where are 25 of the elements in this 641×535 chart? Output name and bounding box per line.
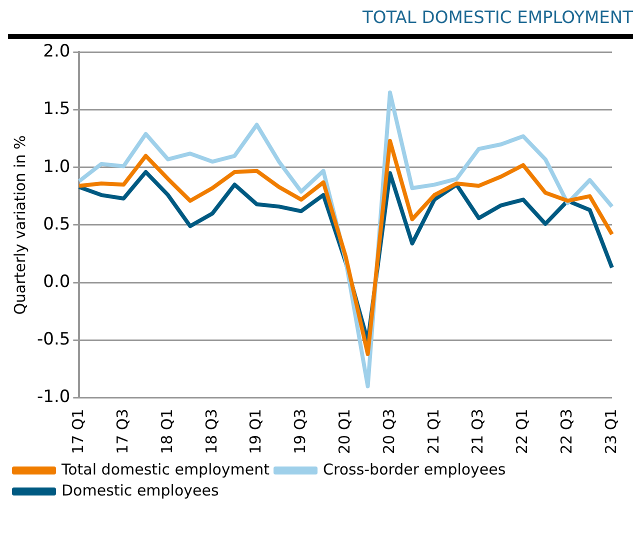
x-tick-label: 22 Q3 bbox=[557, 408, 576, 454]
x-tick-label: 21 Q3 bbox=[468, 408, 487, 454]
y-tick-label: -1.0 bbox=[37, 387, 70, 408]
y-tick-label: 0.0 bbox=[43, 272, 70, 292]
y-tick-label: 2.0 bbox=[43, 42, 70, 62]
x-tick-label: 18 Q3 bbox=[202, 408, 220, 454]
legend-label: Cross-border employees bbox=[323, 460, 506, 478]
x-tick-label: 20 Q3 bbox=[380, 408, 398, 454]
x-tick-label: 17 Q1 bbox=[69, 408, 88, 454]
y-tick-label: 1.5 bbox=[43, 99, 70, 120]
chart-title: TOTAL DOMESTIC EMPLOYMENT bbox=[8, 8, 633, 39]
y-tick-label: -0.5 bbox=[37, 330, 70, 350]
x-tick-label: 20 Q1 bbox=[335, 408, 354, 454]
x-tick-label: 23 Q1 bbox=[602, 408, 620, 454]
legend-label: Total domestic employment bbox=[60, 460, 270, 478]
y-tick-label: 0.5 bbox=[43, 214, 70, 234]
x-tick-label: 19 Q3 bbox=[291, 408, 310, 454]
legend-label: Domestic employees bbox=[62, 481, 219, 500]
x-tick-label: 19 Q1 bbox=[246, 408, 265, 454]
y-tick-label: 1.0 bbox=[43, 156, 70, 177]
x-tick-label: 21 Q1 bbox=[424, 408, 442, 454]
y-axis-title: Quarterly variation in % bbox=[10, 135, 29, 315]
x-tick-label: 18 Q1 bbox=[158, 408, 176, 454]
x-tick-label: 17 Q3 bbox=[113, 408, 132, 454]
x-tick-label: 22 Q1 bbox=[513, 408, 532, 454]
